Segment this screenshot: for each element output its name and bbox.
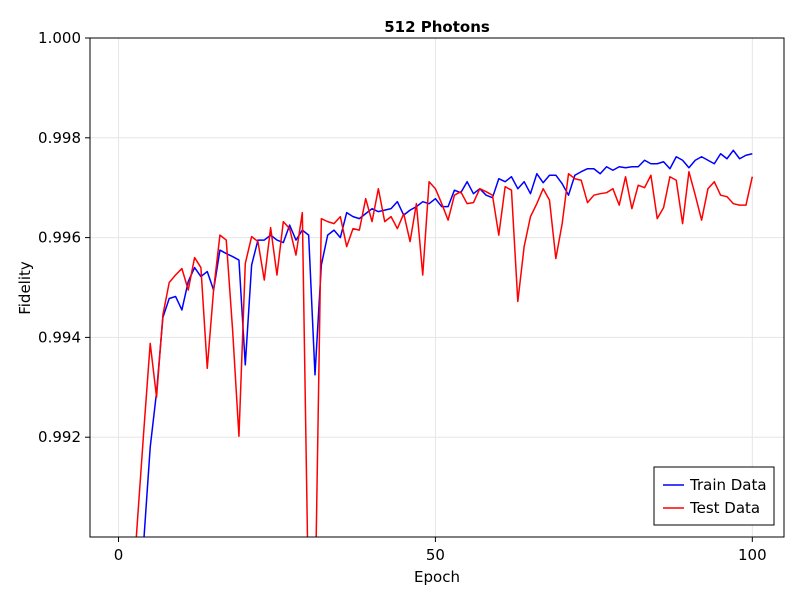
y-axis-title: Fidelity xyxy=(16,261,34,315)
plot-frame xyxy=(89,37,785,538)
legend: Train Data Test Data xyxy=(653,466,775,526)
x-tick-label: 0 xyxy=(114,546,124,564)
x-axis-title: Epoch xyxy=(414,568,460,586)
legend-label-test-data: Test Data xyxy=(689,499,760,517)
x-tick-label: 100 xyxy=(738,546,767,564)
y-tick-label: 1.000 xyxy=(38,29,81,47)
series-layer xyxy=(135,149,754,537)
series-line-test-data xyxy=(135,170,754,537)
legend-label-train-data: Train Data xyxy=(689,476,767,494)
y-tick-label: 0.992 xyxy=(38,428,81,446)
y-tick-label: 0.994 xyxy=(38,328,81,346)
series-line-train-data xyxy=(143,149,753,537)
y-tick-label: 0.996 xyxy=(38,229,81,247)
axis-ticks: 0 50 100 0.992 0.994 0.996 0.998 1.000 xyxy=(38,29,767,564)
y-tick-label: 0.998 xyxy=(38,129,81,147)
x-tick-label: 50 xyxy=(426,546,445,564)
legend-box xyxy=(653,466,775,526)
chart-title: 512 Photons xyxy=(384,18,490,36)
